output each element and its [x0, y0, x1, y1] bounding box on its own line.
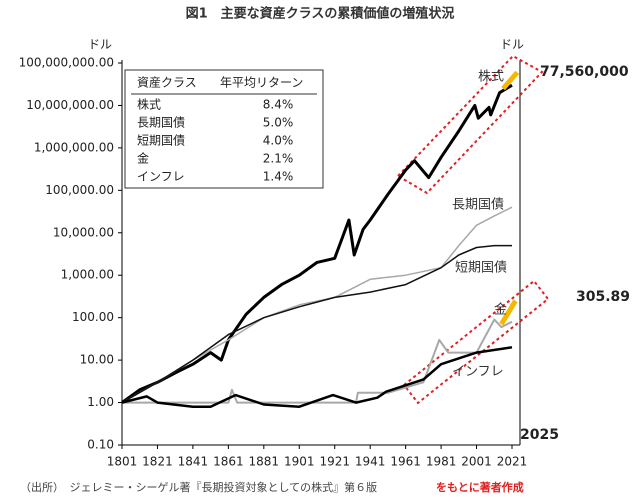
x-tick-label: 1861	[213, 455, 244, 469]
series-label: インフレ	[452, 365, 504, 380]
source-note: をもとに著者作成	[436, 480, 524, 494]
x-tick-label: 1961	[390, 455, 421, 469]
x-tick-label: 2001	[461, 455, 492, 469]
y-tick-label: 1.00	[87, 395, 114, 409]
table-cell: 株式	[137, 97, 161, 112]
y-tick-label: 10.00	[80, 353, 114, 367]
x-tick-label: 1921	[319, 455, 350, 469]
x-tick-label: 1841	[178, 455, 209, 469]
legend-table	[124, 69, 324, 189]
table-cell: 短期国債	[137, 133, 185, 148]
annotation: 305.89	[576, 289, 630, 305]
series-label: 短期国債	[455, 261, 507, 276]
table-cell: 4.0%	[263, 134, 294, 148]
series-line	[121, 83, 513, 404]
y-tick-label: 100.00	[72, 310, 114, 324]
table-cell: 8.4%	[263, 98, 294, 112]
x-tick-label: 1901	[284, 455, 315, 469]
series-label: 株式	[478, 70, 504, 85]
table-cell: 2.1%	[263, 152, 294, 166]
series-line	[121, 346, 513, 408]
series-line	[122, 318, 513, 404]
highlight-box	[402, 279, 550, 405]
series-line	[121, 244, 512, 404]
table-cell: 金	[137, 151, 149, 166]
series-line	[501, 70, 520, 91]
x-tick-label: 1821	[142, 455, 173, 469]
x-tick-label: 2021	[497, 455, 528, 469]
x-tick-label: 1981	[426, 455, 457, 469]
series-line	[499, 299, 518, 326]
table-cell: 1.4%	[263, 170, 294, 184]
table-cell: インフレ	[137, 170, 185, 184]
x-tick-label: 1881	[249, 455, 280, 469]
y-tick-label: 100,000.00	[45, 183, 114, 197]
source: （出所） ジェレミー・シーゲル著『長期投資対象としての株式』第６版	[20, 480, 377, 494]
y-tick-label: 100,000,000.00	[19, 56, 114, 70]
y-tick-label: 1,000,000.00	[34, 140, 114, 154]
y-tick-label: 10,000,000.00	[26, 98, 114, 112]
annotation: 77,560,000	[540, 64, 629, 80]
table-header: 年平均リターン	[220, 76, 303, 90]
highlight-box	[396, 54, 544, 195]
table-header: 資産クラス	[137, 75, 197, 90]
x-tick-label: 1801	[107, 455, 138, 469]
table-cell: 5.0%	[263, 116, 294, 130]
y-unit: ドル	[500, 38, 524, 52]
y-unit: ドル	[88, 38, 112, 52]
table-cell: 長期国債	[137, 115, 185, 130]
y-tick-label: 10,000.00	[53, 225, 114, 239]
annotation: 2025	[520, 427, 559, 443]
y-tick-label: 0.10	[87, 438, 114, 452]
series-label: 金	[494, 302, 507, 318]
chart-title: 図1 主要な資産クラスの累積価値の増殖状況	[186, 6, 455, 22]
x-tick-label: 1941	[355, 455, 386, 469]
series-label: 長期国債	[452, 198, 504, 213]
y-tick-label: 1,000.00	[61, 268, 114, 282]
